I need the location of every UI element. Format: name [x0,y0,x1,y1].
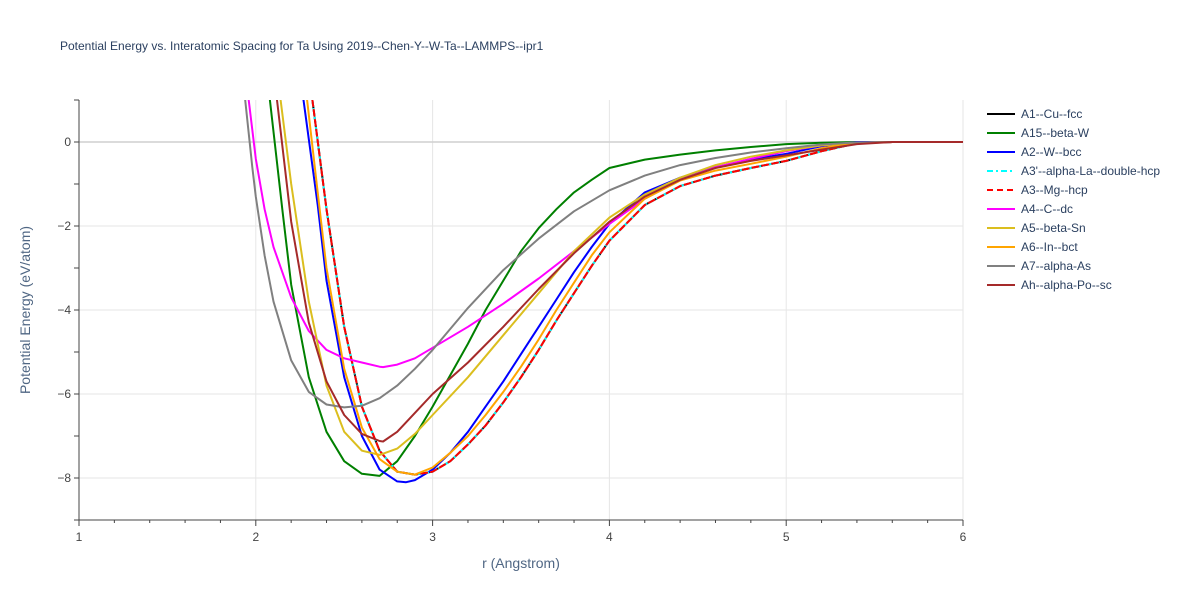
legend-item[interactable]: Ah--alpha-Po--sc [987,278,1112,292]
y-tick-label: −4 [57,303,71,317]
x-tick-label: 6 [960,530,967,544]
y-axis: −8 −6 −4 −2 0 [57,99,80,521]
legend-label: Ah--alpha-Po--sc [1021,278,1112,292]
legend-item[interactable]: A7--alpha-As [987,259,1091,273]
x-axis: 1 2 3 4 5 6 [76,519,967,544]
x-tick-label: 3 [429,530,436,544]
legend-item[interactable]: A1--Cu--fcc [987,107,1082,121]
legend-item[interactable]: A3--Mg--hcp [987,183,1088,197]
legend-item[interactable]: A2--W--bcc [987,145,1081,159]
gridlines [79,100,964,520]
y-axis-title: Potential Energy (eV/atom) [17,226,33,394]
y-tick-label: −2 [57,219,71,233]
series-line-1 [268,100,963,477]
legend-label: A3'--alpha-La--double-hcp [1021,164,1160,178]
legend-label: A3--Mg--hcp [1021,183,1088,197]
legend-label: A5--beta-Sn [1021,221,1086,235]
y-tick-label: 0 [64,135,71,149]
series-line-2 [302,100,963,484]
x-tick-label: 5 [783,530,790,544]
legend-label: A7--alpha-As [1021,259,1091,273]
legend-item[interactable]: A6--In--bct [987,240,1078,254]
legend-label: A6--In--bct [1021,240,1078,254]
plot-area [244,100,963,484]
legend-item[interactable]: A5--beta-Sn [987,221,1086,235]
series-line-5 [247,100,963,369]
series-line-9 [276,100,963,443]
series-line-7 [306,100,963,476]
legend-item[interactable]: A4--C--dc [987,202,1073,216]
legend-label: A1--Cu--fcc [1021,107,1082,121]
legend-label: A15--beta-W [1021,126,1090,140]
y-tick-label: −6 [57,387,71,401]
legend-item[interactable]: A3'--alpha-La--double-hcp [987,164,1160,178]
x-tick-label: 1 [76,530,83,544]
x-axis-title: r (Angstrom) [482,555,560,571]
legend-item[interactable]: A15--beta-W [987,126,1090,140]
legend[interactable]: A1--Cu--fcc A15--beta-W A2--W--bcc A3'--alp… [987,107,1160,292]
series-line-4 [311,100,963,476]
x-tick-label: 2 [252,530,259,544]
chart-title: Potential Energy vs. Interatomic Spacing… [60,39,544,53]
legend-label: A2--W--bcc [1021,145,1081,159]
y-tick-label: −8 [57,471,71,485]
legend-label: A4--C--dc [1021,202,1073,216]
series-line-6 [279,100,963,456]
series-line-8 [244,100,963,409]
x-tick-label: 4 [606,530,613,544]
